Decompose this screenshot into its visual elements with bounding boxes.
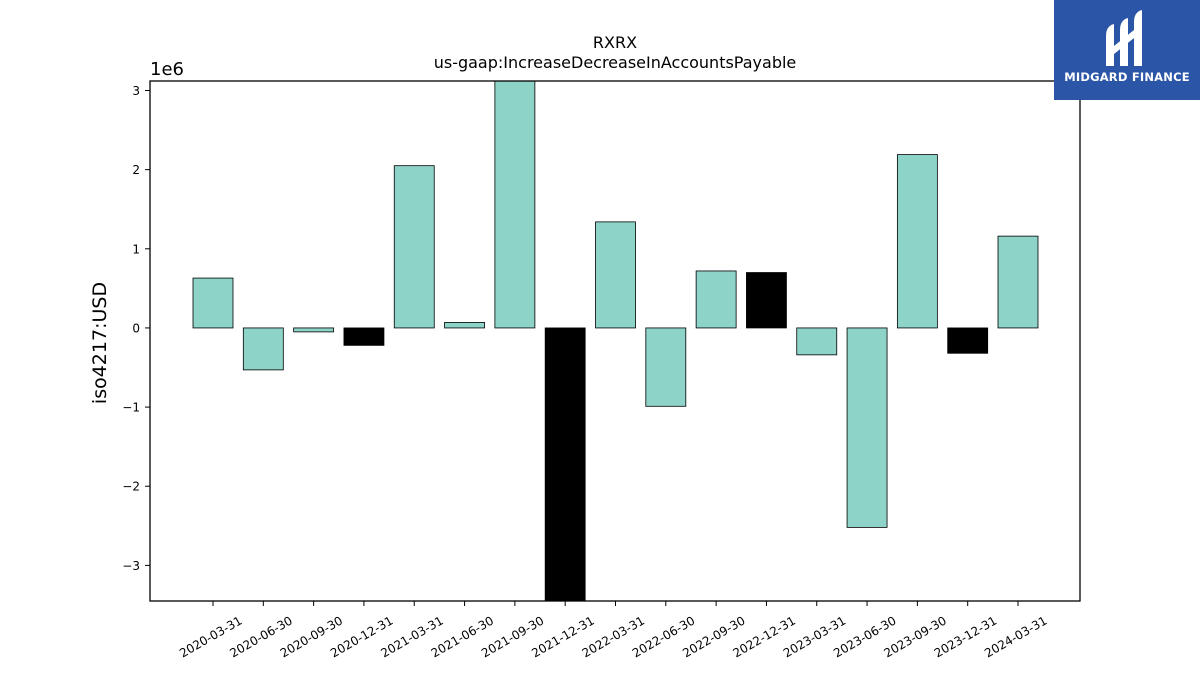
bar-2021-06-30	[444, 322, 485, 329]
y-axis-label: iso4217:USD	[89, 282, 111, 404]
y-tick-label: −1	[122, 401, 140, 415]
x-ticks-group: 2020-03-312020-06-302020-09-302020-12-31…	[177, 601, 1050, 660]
chart-subtitle: us-gaap:IncreaseDecreaseInAccountsPayabl…	[434, 53, 797, 72]
bar-2020-03-31	[192, 277, 234, 329]
bar-2022-06-30	[645, 327, 687, 407]
bar-2020-06-30	[242, 327, 284, 371]
bar-2022-03-31	[595, 221, 636, 329]
bar-2022-12-31	[746, 272, 787, 329]
logo-text: MIDGARD FINANCE	[1064, 70, 1190, 84]
bar-2023-12-31	[947, 327, 989, 354]
bar-2023-03-31	[796, 327, 838, 356]
chart-title: RXRX	[593, 33, 637, 52]
plot-frame	[149, 80, 1081, 602]
bar-2024-03-31	[997, 235, 1039, 329]
y-tick-label: −2	[122, 480, 140, 494]
y-tick-label: 0	[132, 321, 140, 335]
bar-2020-09-30	[293, 327, 335, 333]
bars-group	[192, 80, 1039, 602]
y-offset-label: 1e6	[150, 59, 184, 80]
logo-mark-icon	[1106, 10, 1142, 66]
y-tick-label: 2	[132, 163, 140, 177]
bar-2020-12-31	[343, 327, 385, 346]
bar-2021-12-31	[544, 327, 586, 602]
bar-2023-09-30	[896, 154, 938, 329]
brand-logo: MIDGARD FINANCE	[1054, 0, 1200, 100]
bar-2021-03-31	[393, 165, 435, 329]
y-ticks-group: −3 −2 −1 0 1 2 3	[122, 84, 150, 573]
bar-2023-06-30	[846, 327, 888, 528]
y-tick-label: 3	[132, 84, 140, 98]
bar-2021-09-30	[494, 80, 536, 329]
y-tick-label: −3	[122, 559, 140, 573]
bar-2022-09-30	[695, 270, 737, 329]
y-tick-label: 1	[132, 242, 140, 256]
